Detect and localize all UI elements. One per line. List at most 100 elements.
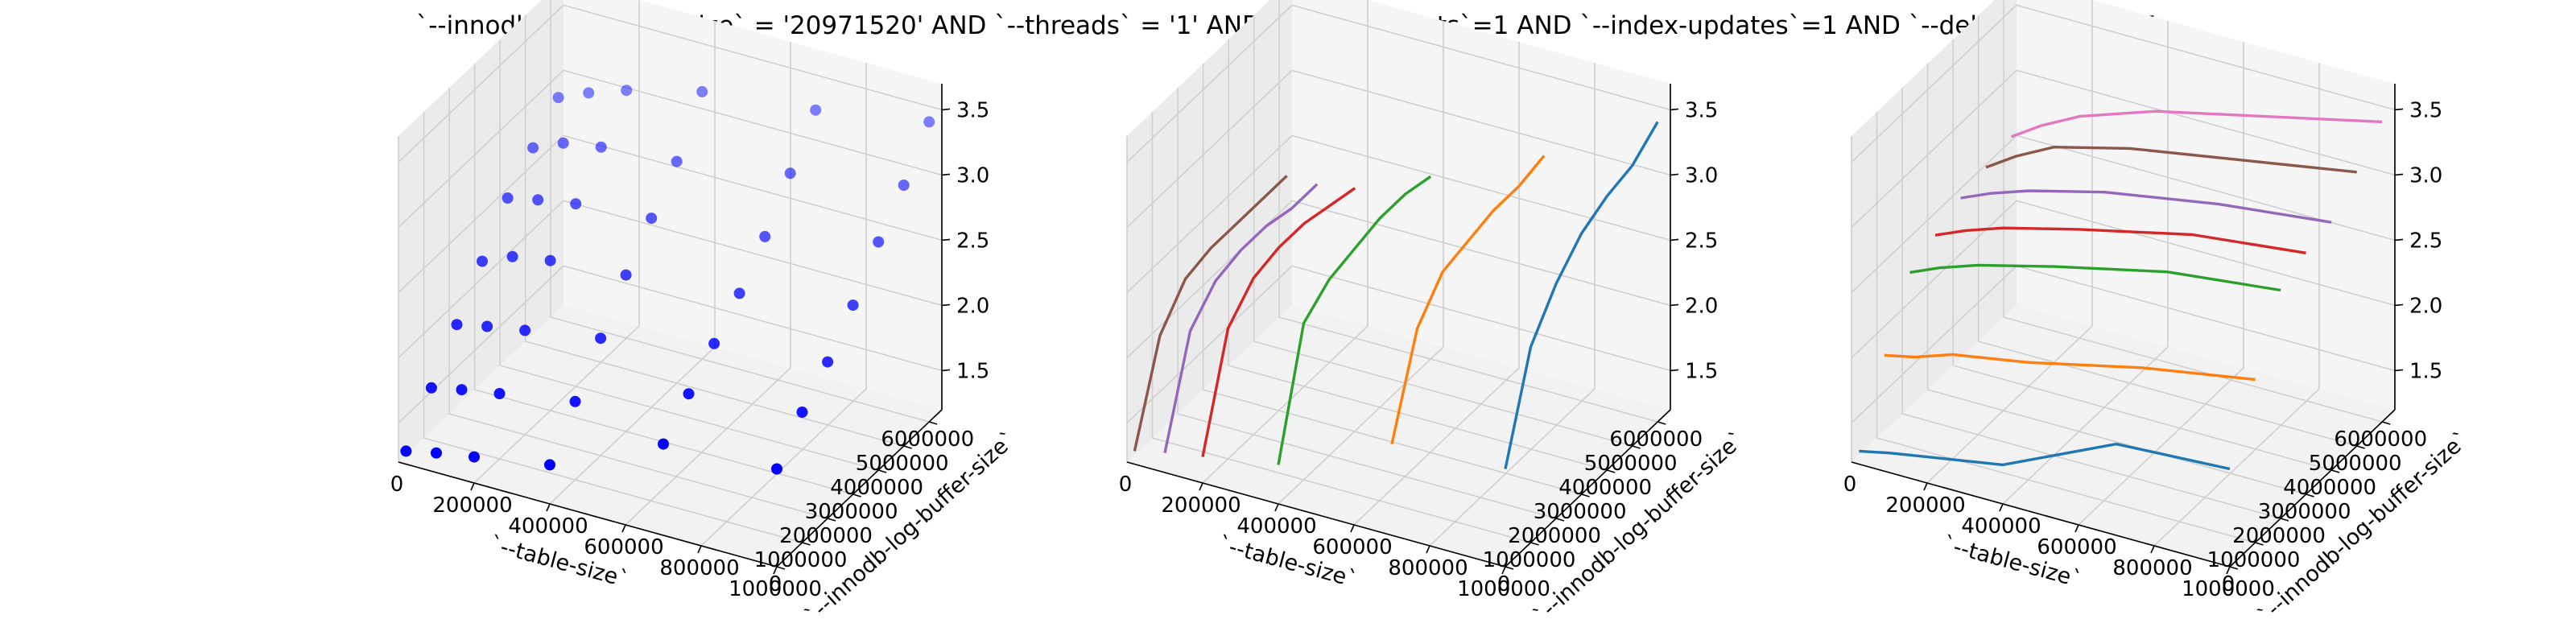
back-left-pane [398,0,564,462]
z-tick [941,173,951,176]
x-tick [2074,524,2079,533]
x-tick-label: 400000 [1236,514,1316,539]
x-gridline [1353,42,1520,526]
x-axis-line [398,461,778,568]
scatter-point [796,407,808,418]
y-gridline [524,15,904,447]
z-tick [941,238,951,242]
x-tick [773,566,778,575]
z-tick [1670,173,1679,176]
z-tick-label: 3.5 [1685,98,1718,122]
z-tick-label: 1.5 [956,359,989,383]
y-gridline [1278,0,1658,423]
y-gridline [473,64,853,495]
y-axis-line [776,409,943,568]
z-gridline [1126,69,1671,228]
z-tick-label: 2.0 [956,294,989,318]
series-line [1390,155,1546,444]
y-tick-label: 2000000 [779,524,873,548]
scatter-point [873,236,885,248]
scatter-point [532,194,544,206]
z-tick [2394,173,2404,176]
z-tick-label: 3.0 [1685,163,1718,188]
y-tick [2255,542,2264,546]
x-gridline [1429,63,1596,547]
y-tick [877,469,887,473]
x-tick-label: 0 [390,473,404,497]
z-tick [1670,369,1679,372]
x-tick-label: 800000 [659,556,739,580]
x-tick [1923,482,1928,491]
z-tick-label: 3.0 [956,163,989,188]
y-gridline [448,88,828,519]
y-tick-label: 0 [1497,572,1511,597]
z-gridline [1126,200,1671,358]
back-right-pane [564,0,942,410]
scatter-point [784,167,796,180]
x-gridline [1202,0,1368,484]
y-tick-label: 4000000 [1558,476,1652,500]
scatter-point [620,269,632,281]
z-gridline [1126,4,1671,163]
y-tick-label: 5000000 [2309,452,2402,476]
x-tick-label: 600000 [2037,535,2116,559]
floor-pane [1852,305,2395,567]
scatter-point [733,287,745,299]
y-tick [929,421,938,425]
y-tick-label: 2000000 [1508,524,1601,548]
x-axis-line [1126,461,1506,568]
scatter-point [621,85,633,97]
z-gridline [398,134,943,293]
scatter-point [583,87,595,99]
z-tick [941,369,951,372]
series-line [1985,145,2357,174]
scatter-point [898,180,910,191]
z-gridline [1851,200,2396,358]
scatter-point [683,388,695,400]
y-gridline [1151,112,1531,543]
z-tick-label: 3.0 [2409,163,2442,188]
x-gridline [473,0,640,484]
x-tick [1426,545,1430,554]
z-tick-label: 1.5 [1685,359,1718,383]
x-tick-label: 0 [1119,473,1133,497]
y-tick [2306,493,2314,497]
y-tick [2229,566,2239,570]
y-tick-label: 5000000 [856,452,949,476]
scatter-point [544,459,555,471]
scatter-point [847,299,859,312]
scatter-point [569,395,581,407]
y-tick [776,566,786,570]
scatter-point [425,382,437,394]
x-tick [1350,524,1355,533]
y-tick-label: 4000000 [830,476,923,500]
scatter-point [646,213,658,225]
scatter-point [708,337,720,349]
x-tick-label: 800000 [1388,556,1468,580]
x-tick-label: 1000000 [729,577,822,601]
series-line [1960,189,2332,224]
x-tick-label: 600000 [584,535,663,559]
y-gridline [1901,88,2281,519]
y-tick [802,542,811,546]
scatter-point [431,447,442,459]
z-tick [1670,238,1679,242]
x-tick-label: 600000 [1312,535,1392,559]
y-tick [852,493,861,497]
x-gridline [1278,21,1444,505]
scatter-point [759,230,771,242]
scatter-point [557,137,569,149]
x-tick [1274,503,1279,512]
y-gridline [1202,64,1582,495]
x-tick [697,545,702,554]
series-line [1884,353,2256,382]
x-gridline [2002,21,2169,505]
y-gridline [1253,15,1633,447]
back-right-pane [2017,0,2395,410]
x-tick [470,482,475,491]
z-tick-label: 2.5 [1685,229,1718,253]
y-gridline [423,112,803,543]
series-line [1277,175,1432,465]
y-axis-line [2229,409,2396,568]
z-tick-label: 2.5 [2409,229,2442,253]
